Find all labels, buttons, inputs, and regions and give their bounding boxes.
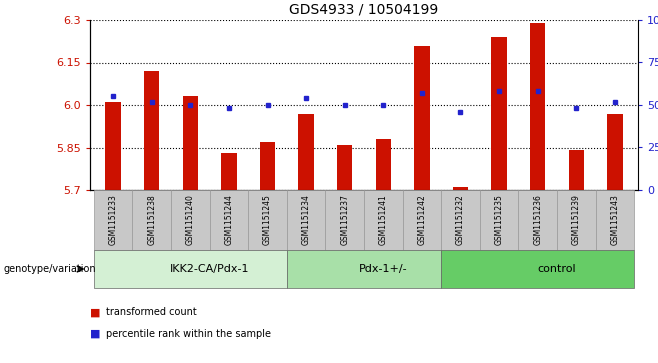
Bar <box>480 190 519 250</box>
Text: GSM1151235: GSM1151235 <box>495 195 503 245</box>
Text: GSM1151239: GSM1151239 <box>572 195 581 245</box>
Title: GDS4933 / 10504199: GDS4933 / 10504199 <box>290 2 439 16</box>
Text: control: control <box>538 264 576 274</box>
Bar <box>364 190 403 250</box>
Bar <box>105 102 121 190</box>
Bar <box>441 250 634 288</box>
Bar <box>530 23 545 190</box>
Text: GSM1151236: GSM1151236 <box>533 195 542 245</box>
Bar <box>492 37 507 190</box>
Text: GSM1151237: GSM1151237 <box>340 195 349 245</box>
Bar <box>298 114 314 190</box>
Bar <box>607 114 622 190</box>
Text: GSM1151238: GSM1151238 <box>147 195 156 245</box>
Bar <box>132 190 171 250</box>
Bar <box>248 190 287 250</box>
Text: percentile rank within the sample: percentile rank within the sample <box>107 329 272 339</box>
Bar <box>287 250 441 288</box>
Bar <box>260 142 275 190</box>
Text: GSM1151241: GSM1151241 <box>379 195 388 245</box>
Text: GSM1151233: GSM1151233 <box>109 195 118 245</box>
Text: GSM1151242: GSM1151242 <box>417 195 426 245</box>
Bar <box>221 153 237 190</box>
Text: transformed count: transformed count <box>107 307 197 317</box>
Bar <box>453 187 468 190</box>
Bar <box>326 190 364 250</box>
Bar <box>376 139 391 190</box>
Bar <box>519 190 557 250</box>
Bar <box>337 145 353 190</box>
Text: IKK2-CA/Pdx-1: IKK2-CA/Pdx-1 <box>170 264 249 274</box>
Bar <box>94 190 132 250</box>
Bar <box>569 150 584 190</box>
Text: GSM1151240: GSM1151240 <box>186 195 195 245</box>
Text: genotype/variation: genotype/variation <box>3 264 96 274</box>
Bar <box>183 97 198 190</box>
Bar <box>595 190 634 250</box>
Bar <box>287 190 326 250</box>
Bar <box>171 190 210 250</box>
Bar <box>441 190 480 250</box>
Bar <box>94 250 287 288</box>
Bar <box>210 190 248 250</box>
Text: GSM1151232: GSM1151232 <box>456 195 465 245</box>
Bar <box>144 71 159 190</box>
Text: GSM1151234: GSM1151234 <box>301 195 311 245</box>
Text: GSM1151245: GSM1151245 <box>263 195 272 245</box>
Bar <box>557 190 595 250</box>
Text: Pdx-1+/-: Pdx-1+/- <box>359 264 407 274</box>
Text: GSM1151243: GSM1151243 <box>611 195 619 245</box>
Bar <box>403 190 441 250</box>
Text: ■: ■ <box>90 329 101 339</box>
Text: ■: ■ <box>90 307 101 317</box>
Text: GSM1151244: GSM1151244 <box>224 195 234 245</box>
Bar <box>414 45 430 190</box>
